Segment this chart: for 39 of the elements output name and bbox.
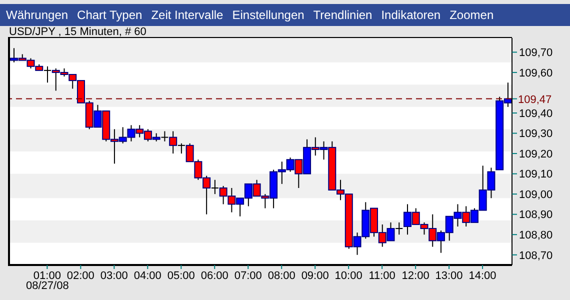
candlestick xyxy=(395,222,404,236)
candlestick xyxy=(210,179,219,195)
y-tick-label: 109,10 xyxy=(519,168,553,181)
text: 08/27/08 xyxy=(26,280,69,292)
y-tick-label: 109,40 xyxy=(519,108,553,120)
y-tick-label: 108,80 xyxy=(519,230,553,242)
ref-line-label: 109,47 xyxy=(518,94,552,106)
x-tick-label: 09:00 xyxy=(301,270,329,282)
text: Zeit Intervalle xyxy=(151,8,224,22)
x-tick-label: 12:00 xyxy=(402,270,430,282)
text: Chart Typen xyxy=(77,8,142,22)
x-tick-label: 04:00 xyxy=(134,270,162,282)
x-tick-label: 01:00 xyxy=(33,270,61,282)
chart-title: USD/JPY , 15 Minuten, # 60 xyxy=(9,26,146,38)
candlestick xyxy=(160,130,169,142)
x-tick-label: 08:00 xyxy=(268,270,296,282)
x-tick-label: 07:00 xyxy=(234,270,262,282)
y-tick-label: 109,60 xyxy=(519,67,553,80)
x-tick-label: 11:00 xyxy=(368,270,396,282)
x-tick-label: 05:00 xyxy=(167,270,195,282)
text: Trendlinien xyxy=(313,8,372,22)
text: Zoomen xyxy=(450,8,494,22)
x-tick-label: 14:00 xyxy=(468,270,496,282)
y-tick-label: 109,30 xyxy=(519,128,553,140)
x-tick-label: 03:00 xyxy=(100,270,128,282)
text: Währungen xyxy=(6,8,68,22)
y-tick-label: 108,90 xyxy=(519,209,553,222)
y-tick-label: 109,00 xyxy=(519,188,553,201)
y-tick-label: 109,70 xyxy=(519,47,553,60)
x-tick-label: 13:00 xyxy=(435,270,463,282)
y-tick-label: 109,20 xyxy=(519,148,553,160)
candlestick xyxy=(43,66,52,84)
x-tick-label: 02:00 xyxy=(66,270,94,282)
x-tick-label: 06:00 xyxy=(200,270,228,282)
y-tick-label: 108,70 xyxy=(519,250,553,262)
text: Indikatoren xyxy=(381,8,441,22)
text: Einstellungen xyxy=(232,8,304,22)
candlestick xyxy=(177,142,186,154)
x-tick-label: 10:00 xyxy=(334,270,362,282)
